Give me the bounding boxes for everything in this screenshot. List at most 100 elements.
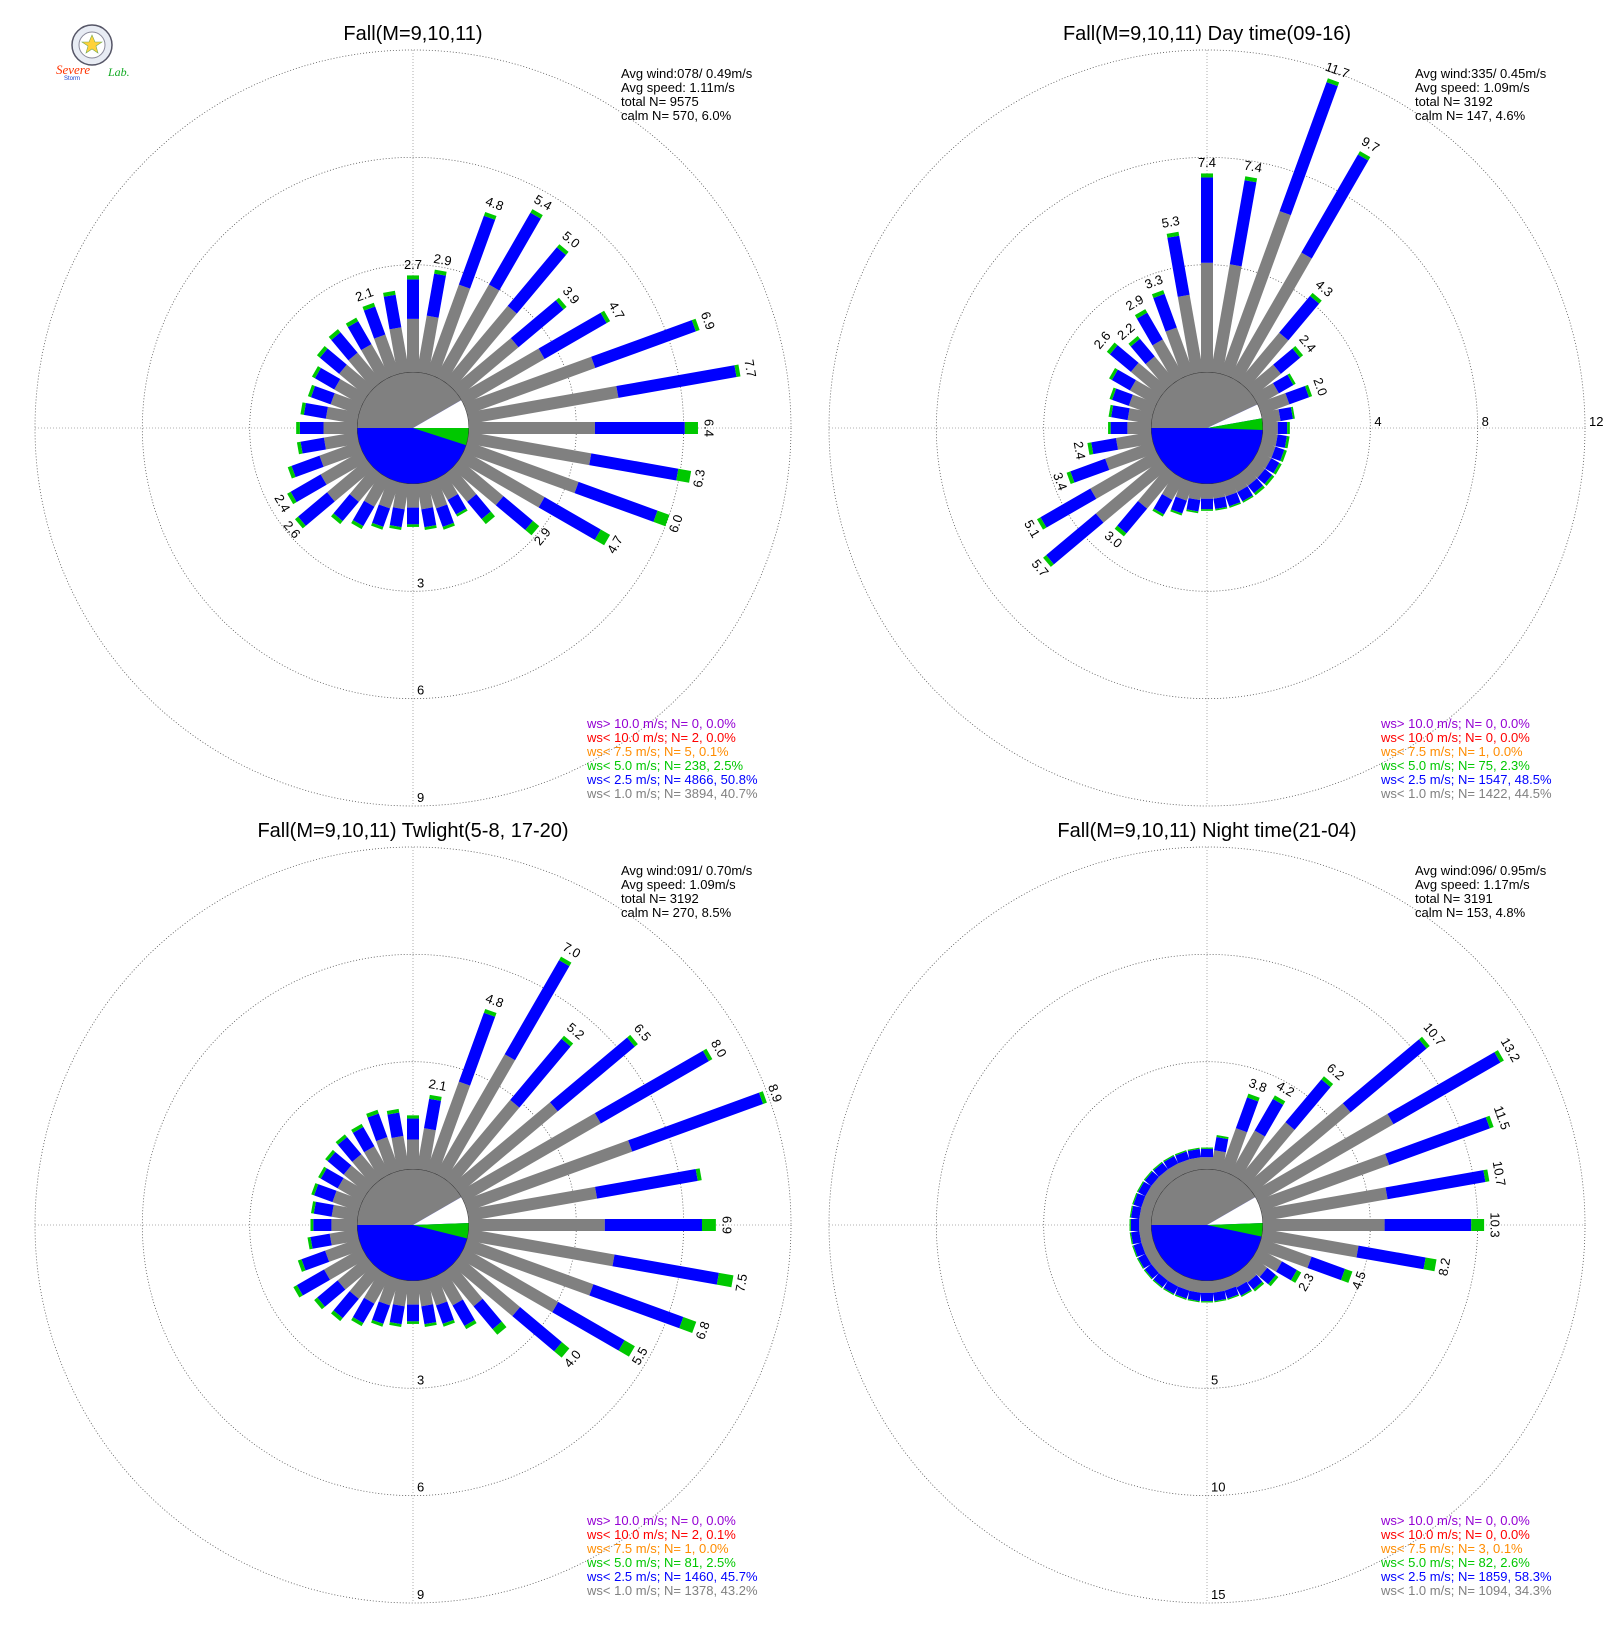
bar-blue-segment bbox=[1046, 513, 1104, 565]
bar-dir-310 bbox=[325, 1149, 374, 1194]
bar-dir-80 bbox=[467, 364, 741, 425]
bar-green-segment bbox=[1483, 1169, 1490, 1182]
bar-dir-100 bbox=[467, 1228, 734, 1288]
bar-dir-210 bbox=[351, 473, 391, 530]
bar-blue-segment bbox=[313, 1219, 332, 1231]
bar-blue-segment bbox=[447, 493, 467, 515]
bar-dir-50 bbox=[452, 1034, 638, 1194]
bar-gray-segment bbox=[1261, 409, 1281, 425]
bar-blue-segment bbox=[1212, 1290, 1227, 1302]
bar-gray-segment bbox=[1210, 482, 1226, 499]
bar-gray-segment bbox=[1261, 431, 1278, 447]
bar-value-label: 7.4 bbox=[1198, 155, 1216, 170]
bar-blue-segment bbox=[1254, 1098, 1284, 1137]
ring-label: 8 bbox=[1482, 414, 1489, 429]
bar-green-segment bbox=[618, 1340, 635, 1357]
bar-green-segment bbox=[1174, 1294, 1187, 1300]
bar-dir-70 bbox=[1257, 1115, 1494, 1212]
calm-white-slice bbox=[1207, 1197, 1263, 1225]
bar-dir-50 bbox=[1246, 1036, 1430, 1194]
bar-dir-190 bbox=[1186, 482, 1204, 514]
bar-green-segment bbox=[296, 422, 300, 434]
bar-blue-segment bbox=[331, 332, 358, 361]
bar-dir-180 bbox=[407, 484, 419, 527]
bar-blue-segment bbox=[1384, 1219, 1472, 1231]
bar-value-label: 10.7 bbox=[1490, 1160, 1509, 1188]
bar-dir-20 bbox=[1220, 78, 1340, 378]
bar-gray-segment bbox=[378, 478, 400, 509]
bar-dir-250 bbox=[1066, 441, 1157, 484]
bar-green-segment bbox=[351, 1123, 364, 1133]
bar-dir-340 bbox=[366, 1109, 400, 1175]
bar-gray-segment bbox=[1238, 1264, 1257, 1283]
bar-blue-segment bbox=[423, 1098, 441, 1131]
bar-green-segment bbox=[1128, 336, 1140, 347]
bar-green-segment bbox=[1264, 474, 1275, 486]
bar-gray-segment bbox=[452, 338, 519, 397]
bar-gray-segment bbox=[407, 1281, 419, 1305]
bar-green-segment bbox=[386, 1108, 400, 1115]
ring-label: 9 bbox=[417, 790, 424, 805]
bar-blue-segment bbox=[363, 306, 386, 339]
bar-gray-segment bbox=[444, 1264, 483, 1307]
bar-dir-70 bbox=[463, 318, 700, 415]
bar-blue-segment bbox=[458, 215, 496, 289]
stats-line: total N= 9575 bbox=[621, 94, 699, 109]
bar-green-segment bbox=[1043, 555, 1054, 567]
bar-green-segment bbox=[1273, 462, 1282, 475]
bar-green-segment bbox=[1485, 1115, 1494, 1129]
bar-dir-150 bbox=[1229, 473, 1254, 503]
bar-blue-segment bbox=[1279, 295, 1320, 341]
bar-blue-segment bbox=[1175, 1151, 1190, 1164]
bar-dir-200 bbox=[371, 478, 400, 530]
legend-entry-purple: ws> 10.0 m/s; N= 0, 0.0% bbox=[1380, 716, 1530, 731]
bar-blue-segment bbox=[510, 300, 564, 348]
bar-green-segment bbox=[1216, 1134, 1229, 1140]
bar-gray-segment bbox=[426, 1081, 471, 1175]
bar-gray-segment bbox=[458, 1247, 559, 1313]
bar-green-segment bbox=[407, 1115, 419, 1119]
bar-dir-60 bbox=[458, 1048, 713, 1203]
legend-entry-purple: ws> 10.0 m/s; N= 0, 0.0% bbox=[586, 1513, 736, 1528]
bar-gray-segment bbox=[444, 1099, 520, 1186]
bar-dir-260 bbox=[1087, 431, 1153, 455]
bar-value-label: 4.5 bbox=[1349, 1269, 1369, 1291]
bar-green-segment bbox=[1471, 1219, 1485, 1231]
bar-blue-segment bbox=[303, 403, 328, 419]
bar-gray-segment bbox=[1238, 467, 1258, 487]
bar-gray-segment bbox=[463, 1238, 594, 1296]
bar-blue-segment bbox=[300, 437, 326, 454]
bar-gray-segment bbox=[1229, 252, 1312, 383]
bar-green-segment bbox=[676, 468, 692, 483]
ring-label: 6 bbox=[417, 683, 424, 698]
bar-blue-segment bbox=[389, 1304, 405, 1325]
bar-dir-30 bbox=[1229, 151, 1371, 383]
bar-green-segment bbox=[311, 1201, 316, 1214]
bar-gray-segment bbox=[458, 1113, 601, 1203]
bar-dir-60 bbox=[1252, 1050, 1504, 1203]
bar-dir-160 bbox=[426, 1275, 455, 1327]
bar-dir-240 bbox=[293, 1247, 368, 1298]
bar-gray-segment bbox=[467, 431, 592, 466]
calm-gray-slice bbox=[357, 1168, 462, 1225]
bar-gray-segment bbox=[1145, 356, 1176, 389]
bar-blue-segment bbox=[314, 367, 341, 390]
bar-gray-segment bbox=[1246, 459, 1266, 479]
bar-dir-10 bbox=[1210, 176, 1258, 374]
bar-blue-segment bbox=[435, 1301, 454, 1324]
bar-blue-segment bbox=[1272, 374, 1294, 394]
bar-blue-segment bbox=[1117, 500, 1148, 534]
bar-value-label: 7.0 bbox=[560, 939, 583, 961]
bar-green-segment bbox=[314, 1297, 325, 1310]
bar-value-label: 6.3 bbox=[690, 468, 708, 488]
bar-gray-segment bbox=[352, 1154, 382, 1186]
bar-blue-segment bbox=[1130, 1219, 1140, 1231]
bar-blue-segment bbox=[1175, 1286, 1190, 1299]
ring-label: 4 bbox=[1374, 414, 1381, 429]
bar-dir-120 bbox=[1252, 450, 1282, 475]
bar-dir-320 bbox=[1128, 336, 1176, 389]
bar-blue-segment bbox=[1225, 492, 1241, 507]
bar-gray-segment bbox=[1246, 1103, 1351, 1194]
bar-gray-segment bbox=[1139, 1219, 1152, 1231]
